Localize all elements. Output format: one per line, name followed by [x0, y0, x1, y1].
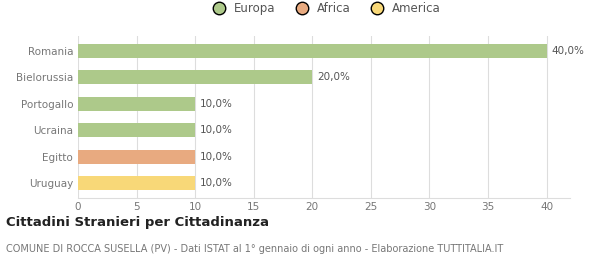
- Bar: [78, 70, 312, 84]
- Text: Cittadini Stranieri per Cittadinanza: Cittadini Stranieri per Cittadinanza: [6, 216, 269, 229]
- Text: 10,0%: 10,0%: [200, 125, 233, 135]
- Bar: [78, 44, 547, 57]
- Text: 10,0%: 10,0%: [200, 99, 233, 109]
- Legend: Europa, Africa, America: Europa, Africa, America: [202, 0, 446, 20]
- Text: 20,0%: 20,0%: [317, 72, 350, 82]
- Text: 40,0%: 40,0%: [551, 46, 584, 56]
- Bar: [78, 97, 195, 110]
- Bar: [78, 177, 195, 190]
- Text: COMUNE DI ROCCA SUSELLA (PV) - Dati ISTAT al 1° gennaio di ogni anno - Elaborazi: COMUNE DI ROCCA SUSELLA (PV) - Dati ISTA…: [6, 244, 503, 254]
- Bar: [78, 124, 195, 137]
- Text: 10,0%: 10,0%: [200, 152, 233, 162]
- Bar: [78, 150, 195, 164]
- Text: 10,0%: 10,0%: [200, 178, 233, 188]
